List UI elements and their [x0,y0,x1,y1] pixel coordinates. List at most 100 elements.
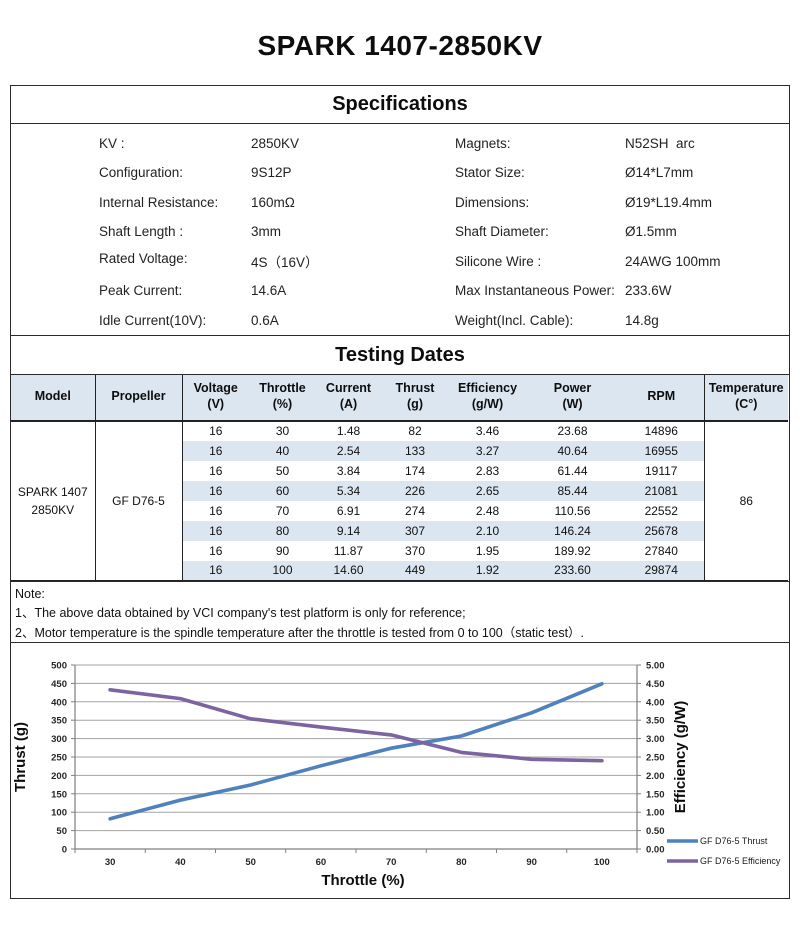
data-cell: 3.27 [449,440,526,461]
data-cell: 5.34 [316,480,381,501]
column-header-efficiency: Efficiency (g/W) [449,374,526,422]
column-header-throttle: Throttle (%) [249,374,316,422]
data-cell: 16 [182,480,249,501]
spec-label: Dimensions: [455,194,530,210]
model-kv: 2850KV [31,502,75,517]
left-axis-tick-label: 0 [62,845,67,856]
left-axis-tick-label: 100 [51,808,67,819]
data-cell: 133 [381,440,449,461]
testing-table-section: Model Propeller Voltage (V) Throttle (%) Curre… [10,373,790,582]
data-cell: 274 [404,503,426,518]
data-cell: 50 [275,463,290,478]
data-cell: 11.87 [333,543,364,558]
column-title: Propeller [111,389,166,404]
spec-label: Silicone Wire : [455,253,542,269]
column-title: Voltage [193,381,238,396]
column-unit: (V) [207,397,225,411]
spec-column-left: KV : 2850KV Configuration: 9S12P Internal Re… [11,129,400,336]
table-row: 16 50 3.84 174 2.83 61.44 19117 [11,461,788,481]
column-header-propeller: Propeller [94,374,182,422]
data-cell: 189.92 [554,543,591,558]
data-cell: 61.44 [557,463,588,478]
note-line-2: 2、Motor temperature is the spindle tempe… [15,625,585,640]
model-name: SPARK 1407 [17,484,88,499]
data-cell: 40.64 [526,440,619,461]
spec-value: Ø14*L7mm [625,165,694,181]
data-cell: 40 [249,440,316,461]
right-axis-tick-label: 1.50 [646,789,665,800]
spec-label: Internal Resistance: [99,194,219,210]
spec-value: 14.6A [251,283,287,299]
note-section: Note: 1、The above data obtained by VCI c… [10,580,790,644]
table-row: 16 60 5.34 226 2.65 85.44 21081 [11,480,788,501]
column-unit: (C°) [735,397,758,411]
right-axis-tick-label: 2.50 [646,753,665,764]
data-cell: 16 [209,503,223,518]
right-axis-tick-label: 4.00 [646,697,665,708]
column-unit: (g/W) [471,397,504,411]
spec-row: Magnets: N52SH arc [455,136,789,151]
data-cell: 70 [275,503,290,518]
testing-dates-header: Testing Dates [10,335,790,375]
chart-section: 0 0.00 50 0.50 100 1.00 150 1.50 200 2.00 250 2.50 3… [10,642,790,899]
column-title: Model [34,389,71,404]
data-cell: 25678 [619,520,704,541]
table-row: 16 90 11.87 370 1.95 189.92 27840 [11,541,788,561]
data-cell: 307 [381,520,449,541]
spec-label: Configuration: [99,165,184,181]
table-row: 16 70 6.91 274 2.48 110.56 22552 [11,501,788,521]
spec-row: Silicone Wire : 24AWG 100mm [455,254,789,269]
data-cell: 2.65 [449,480,526,501]
data-cell: 2.54 [316,440,381,461]
spec-label: Peak Current: [99,283,183,299]
spec-value: 4S（16V） [251,255,319,271]
left-axis-tick-label: 500 [51,661,67,672]
spec-value: 3mm [251,224,281,240]
data-cell: 82 [408,424,422,438]
x-axis-tick-label: 60 [316,857,327,868]
data-cell: 226 [381,480,449,501]
table-row: 16 40 2.54 133 3.27 40.64 16955 [11,440,788,461]
data-cell: 90 [275,543,290,558]
right-axis-tick-label: 4.50 [646,679,665,690]
data-cell: 16955 [619,440,704,461]
data-cell: 19117 [645,463,678,478]
spec-row: Stator Size: Ø14*L7mm [455,165,789,180]
right-axis-tick-label: 3.50 [646,716,665,727]
right-axis-tick-label: 5.00 [646,661,665,672]
data-cell: 1.48 [336,424,361,438]
x-axis-tick-label: 80 [456,857,467,868]
data-cell: 449 [381,560,449,581]
data-cell: 16 [182,440,249,461]
data-cell: 16 [182,520,249,541]
spec-row: Max Instantaneous Power: 233.6W [455,283,789,298]
thrust-efficiency-chart: 0 0.00 50 0.50 100 1.00 150 1.50 200 2.00 250 2.50 3… [12,661,781,890]
data-cell: 16 [209,424,223,438]
left-axis-tick-label: 250 [51,753,67,764]
data-cell: 110.56 [554,503,591,518]
data-cell: 21081 [619,480,704,501]
data-cell: 14896 [644,424,678,438]
spec-label: Shaft Length : [99,224,184,240]
column-header-current: Current (A) [316,374,381,422]
specifications-header: Specifications [10,85,790,124]
spec-value: 233.6W [625,283,672,299]
data-cell: 1.92 [449,560,526,581]
data-cell: 370 [404,543,426,558]
data-cell: 85.44 [526,480,619,501]
spec-value: 14.8g [625,312,659,328]
spec-column-right: Magnets: N52SH arc Stator Size: Ø14*L7mm Dim… [400,129,789,336]
table-row: 16 100 14.60 449 1.92 233.60 29874 [11,560,788,581]
left-axis-tick-label: 400 [51,697,67,708]
column-header-model: Model [11,374,95,422]
data-cell: 174 [404,463,426,478]
spec-label: Weight(Incl. Cable): [455,312,574,328]
x-axis-tick-label: 90 [526,857,537,868]
data-cell: 16 [209,463,223,478]
left-axis-tick-label: 150 [51,789,67,800]
data-cell: 6.91 [336,503,361,518]
column-header-temperature: Temperature (C°) [703,374,788,422]
data-cell: 2.83 [475,463,500,478]
spec-row: Weight(Incl. Cable): 14.8g [455,313,789,328]
